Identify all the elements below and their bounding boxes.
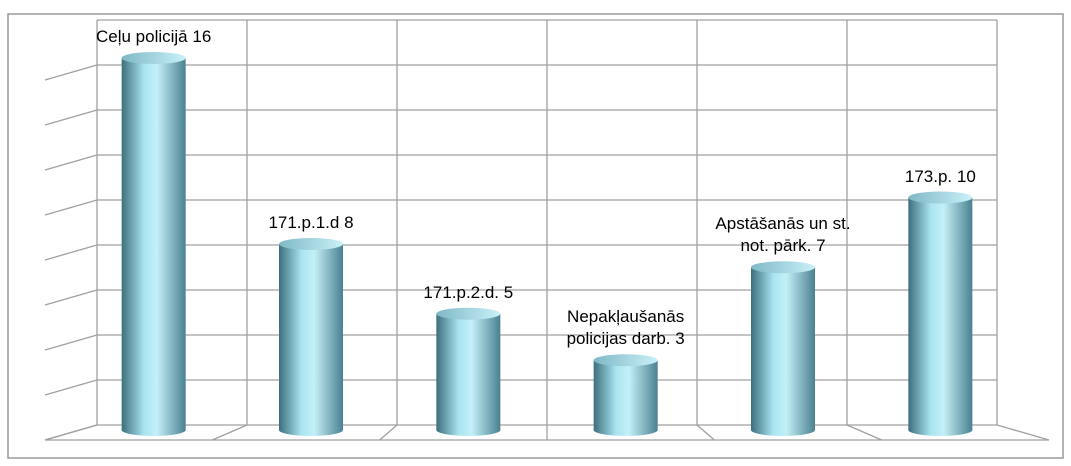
bar (593, 360, 658, 430)
bar (436, 313, 501, 430)
value-label: 7 (816, 236, 826, 256)
bar-top (751, 261, 815, 274)
grid-line (44, 289, 98, 306)
grid-line (44, 379, 98, 396)
data-label: Ceļu policijā 16 (74, 26, 234, 48)
bar-top (593, 354, 658, 367)
bar-top (436, 307, 501, 320)
value-label: 5 (503, 282, 514, 302)
category-label: Nepakļaušanās policijas darb. (566, 307, 685, 349)
grid-line (44, 334, 98, 351)
bar (751, 267, 815, 430)
category-label: 171.p.1.d (268, 213, 340, 232)
frame (7, 13, 1064, 459)
bar (279, 244, 343, 430)
category-label: 171.p.2.d. (423, 282, 500, 302)
category-label: Apstāšanās un st. not. pārk. (715, 214, 851, 256)
floor-line (696, 424, 715, 441)
grid-line (44, 109, 98, 126)
data-label: 173.p. 10 (860, 166, 1020, 188)
data-label: Nepakļaušanās policijas darb. 3 (546, 306, 706, 350)
floor-line (846, 424, 882, 441)
data-label: 171.p.1.d 8 (231, 212, 391, 234)
grid-line (44, 199, 98, 216)
floor-line (212, 424, 248, 441)
value-label: 3 (675, 329, 685, 349)
category-label: Ceļu policijā (95, 27, 188, 46)
data-label: 171.p.2.d. 5 (388, 282, 548, 304)
data-label: Apstāšanās un st. not. pārk. 7 (703, 213, 863, 257)
value-label: 10 (956, 166, 976, 186)
bar-top (121, 52, 186, 64)
bar-top (279, 238, 343, 250)
floor-line (996, 424, 1050, 441)
bar (908, 197, 973, 430)
grid-line (44, 424, 98, 441)
value-label: 16 (192, 27, 212, 46)
floor-line (379, 424, 398, 441)
bar-top (908, 191, 973, 204)
bar (121, 58, 186, 430)
category-label: 173.p. (904, 166, 953, 186)
grid-line (44, 64, 98, 81)
grid-line (44, 244, 98, 261)
grid-line (44, 154, 98, 171)
value-label: 8 (344, 213, 354, 232)
